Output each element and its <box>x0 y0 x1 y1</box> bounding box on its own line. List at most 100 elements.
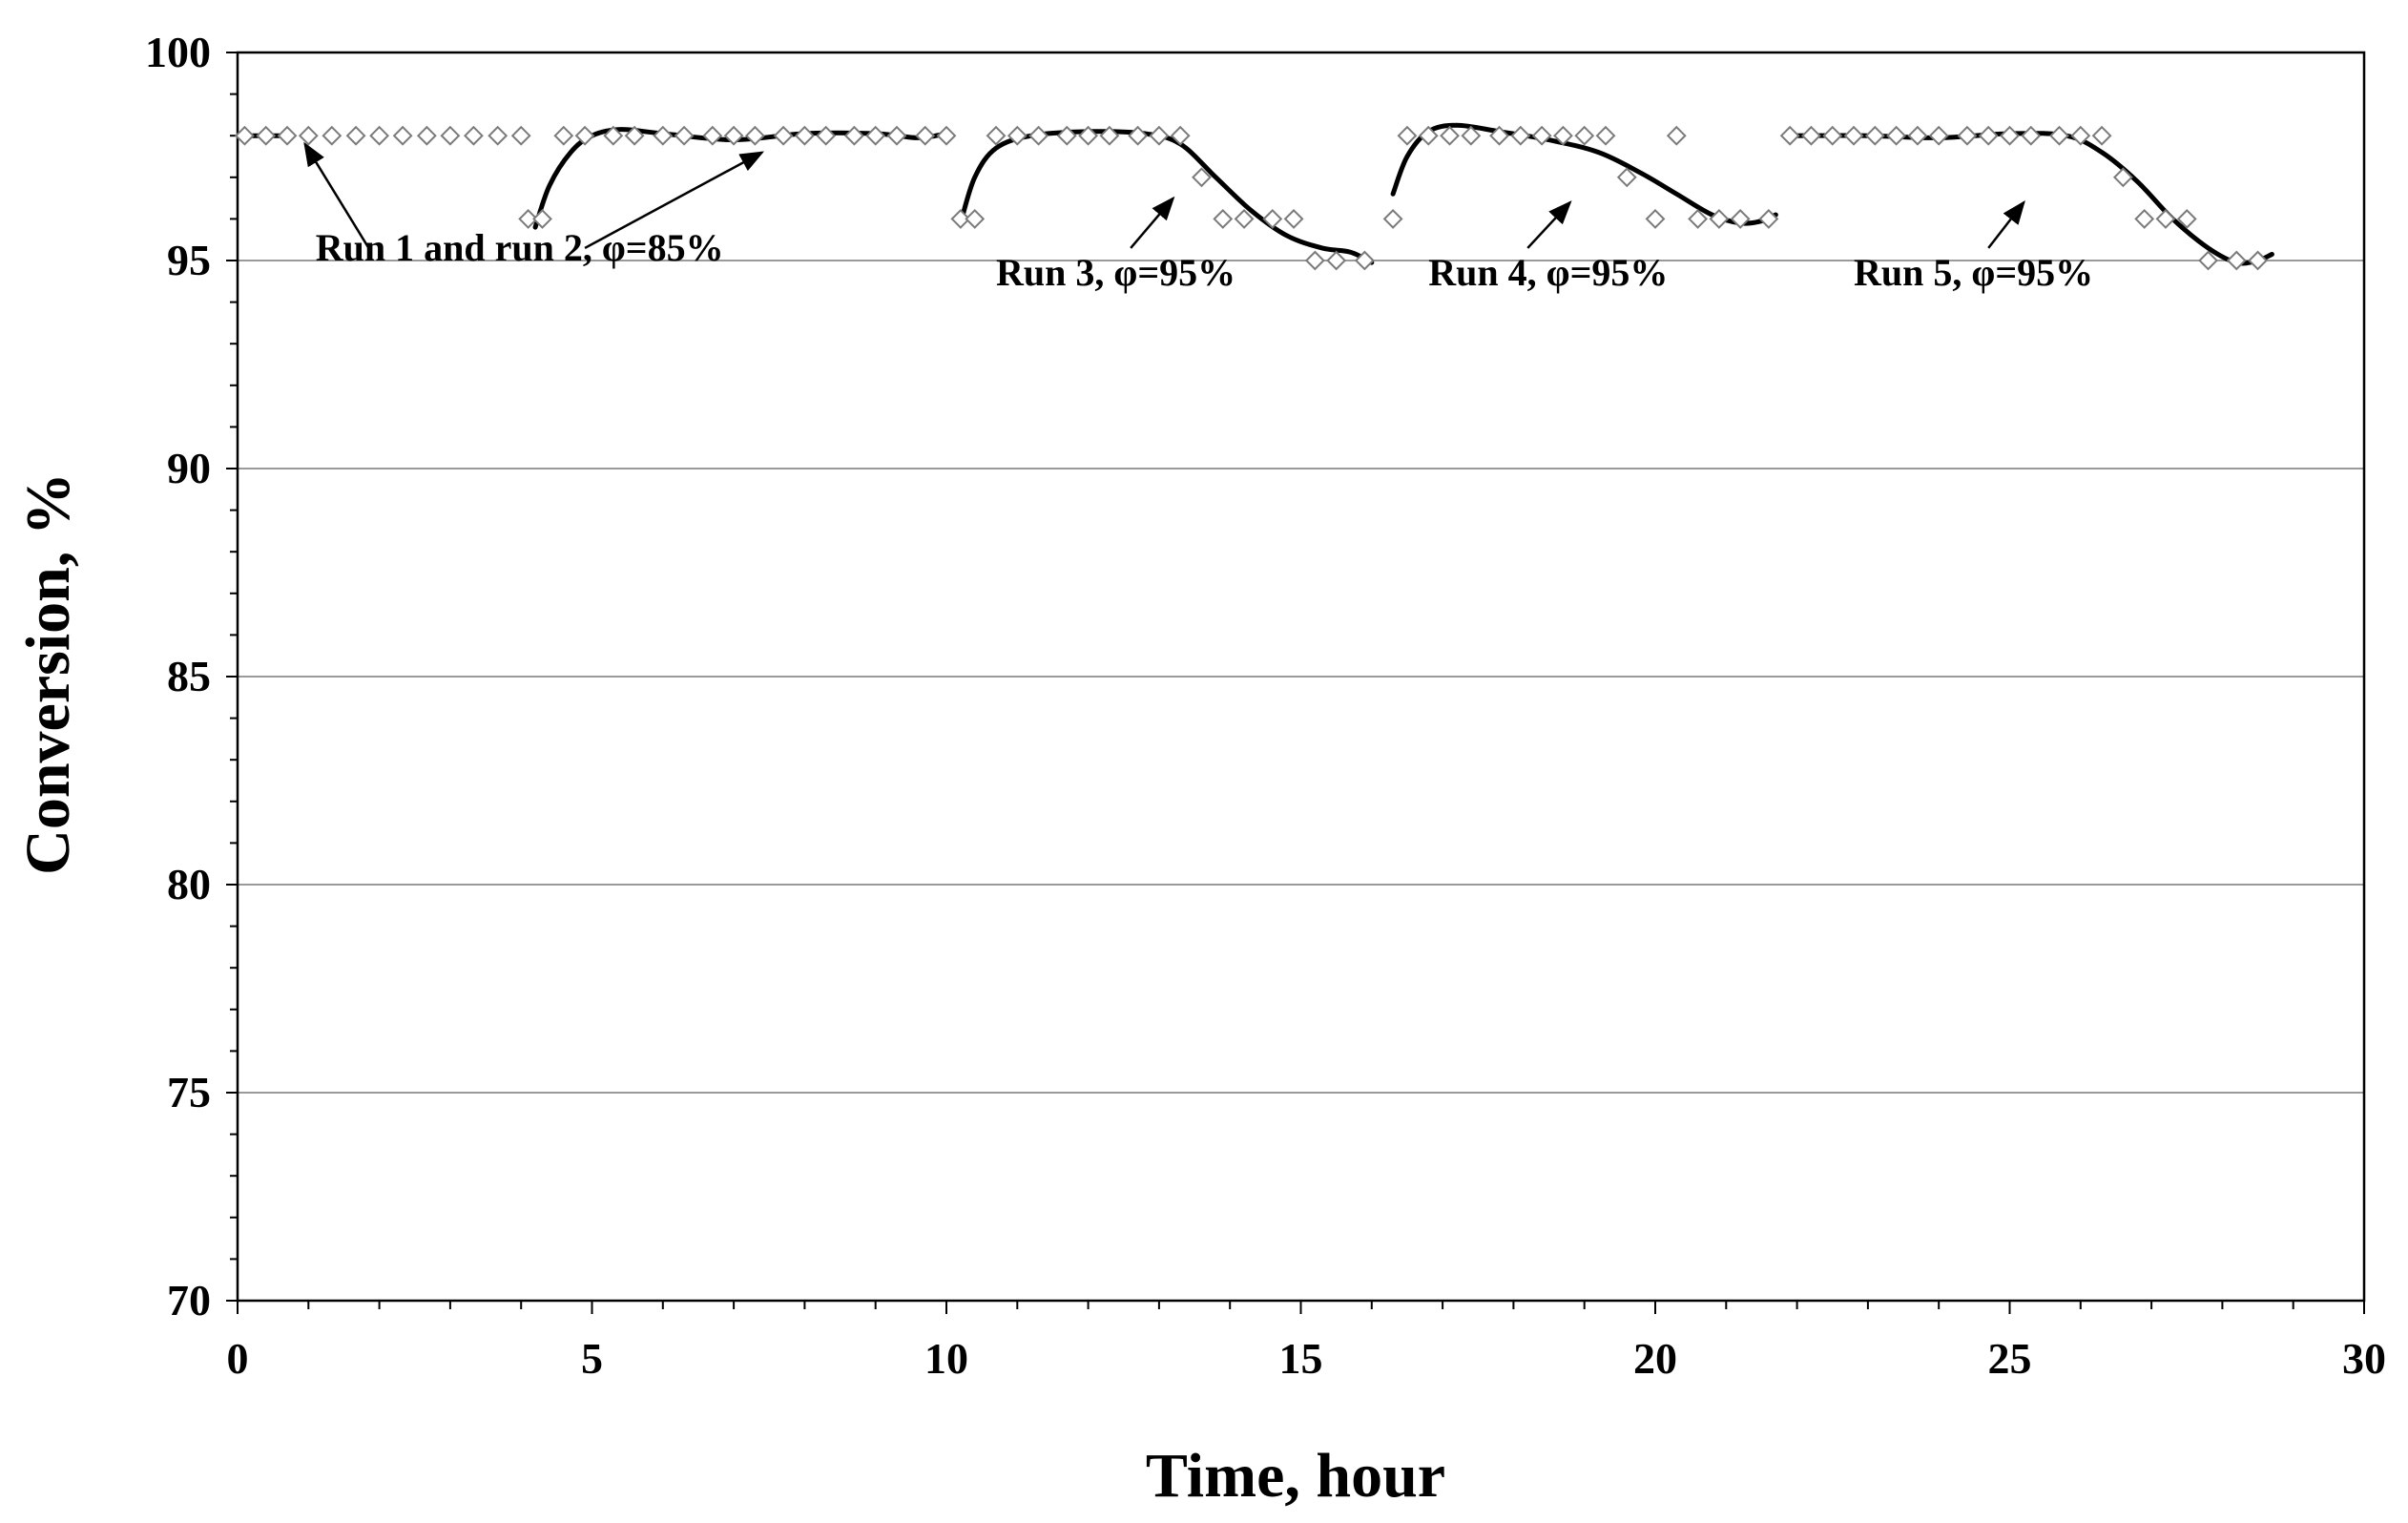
data-point-series-6 <box>2049 125 2069 146</box>
data-point-series-4 <box>1262 208 1283 229</box>
data-point-series-3 <box>532 208 552 229</box>
data-point-series-6 <box>2226 250 2247 271</box>
data-point-series-3 <box>702 125 723 146</box>
annotation-label-1: Run 1 and run 2, φ=85% <box>316 226 724 269</box>
data-point-series-4 <box>1234 208 1255 229</box>
data-point-series-4 <box>1149 125 1170 146</box>
annotation-arrow-1-2 <box>584 151 765 250</box>
data-point-series-3 <box>936 125 957 146</box>
data-point-series-4 <box>1192 167 1212 188</box>
data-point-series-3 <box>843 125 864 146</box>
data-point-series-2 <box>392 125 413 146</box>
data-point-series-6 <box>2155 208 2176 229</box>
x-tick-label: 10 <box>924 1334 968 1383</box>
data-point-series-6 <box>1928 125 1949 146</box>
data-point-series-5 <box>1688 208 1708 229</box>
data-point-series-2 <box>345 125 366 146</box>
trend-line-series-6 <box>1787 131 2274 266</box>
data-point-series-3 <box>603 125 624 146</box>
data-point-series-4 <box>1283 208 1304 229</box>
data-point-series-6 <box>2134 208 2155 229</box>
data-point-series-5 <box>1574 125 1595 146</box>
annotation-arrow-4-1 <box>1987 199 2025 249</box>
data-point-series-5 <box>1645 208 1666 229</box>
data-point-series-3 <box>653 125 674 146</box>
data-point-series-6 <box>1801 125 1821 146</box>
y-tick-label: 95 <box>167 236 211 284</box>
data-point-series-3 <box>744 125 765 146</box>
data-point-series-4 <box>1304 250 1325 271</box>
data-point-series-6 <box>2000 125 2020 146</box>
y-tick-label: 70 <box>167 1276 211 1325</box>
data-point-series-6 <box>1907 125 1928 146</box>
annotation-arrow-3-1 <box>1526 200 1572 249</box>
x-tick-label: 30 <box>2342 1334 2386 1383</box>
data-point-series-5 <box>1709 208 1730 229</box>
data-point-series-6 <box>2248 250 2268 271</box>
data-point-series-6 <box>1864 125 1885 146</box>
data-point-series-4 <box>1170 125 1191 146</box>
data-point-series-6 <box>1978 125 1999 146</box>
data-point-series-2 <box>322 125 343 146</box>
data-point-series-3 <box>915 125 936 146</box>
data-point-series-6 <box>1843 125 1864 146</box>
y-tick-label: 100 <box>145 28 211 76</box>
data-point-series-5 <box>1595 125 1616 146</box>
data-point-series-5 <box>1730 208 1751 229</box>
data-point-series-6 <box>2021 125 2042 146</box>
data-point-series-2 <box>510 125 531 146</box>
trend-line-series-4 <box>958 129 1375 265</box>
data-point-series-1 <box>256 125 277 146</box>
data-point-series-3 <box>794 125 815 146</box>
data-point-series-4 <box>965 208 986 229</box>
data-point-series-2 <box>464 125 484 146</box>
data-point-series-4 <box>986 125 1007 146</box>
data-point-series-3 <box>773 125 794 146</box>
data-point-series-3 <box>816 125 837 146</box>
data-point-series-5 <box>1531 125 1552 146</box>
data-point-series-4 <box>1326 250 1347 271</box>
data-point-series-3 <box>886 125 907 146</box>
x-axis-title: Time, hour <box>1146 1441 1445 1511</box>
data-point-series-5 <box>1397 125 1418 146</box>
data-point-series-1 <box>277 125 298 146</box>
y-tick-label: 85 <box>167 652 211 700</box>
data-point-series-6 <box>2112 167 2133 188</box>
annotations: Run 1 and run 2, φ=85% Run 3, φ=95% Run 4,… <box>303 141 2093 294</box>
data-point-series-3 <box>574 125 595 146</box>
data-point-series-5 <box>1382 208 1403 229</box>
data-point-series-2 <box>440 125 461 146</box>
data-point-series-4 <box>1028 125 1049 146</box>
data-point-series-5 <box>1758 208 1779 229</box>
gridlines <box>238 52 2364 1094</box>
data-point-series-5 <box>1461 125 1482 146</box>
data-point-series-3 <box>674 125 695 146</box>
data-point-series-6 <box>2198 250 2218 271</box>
data-point-series-4 <box>950 208 971 229</box>
annotation-arrow-2-1 <box>1130 196 1175 249</box>
y-tick-label: 80 <box>167 860 211 908</box>
data-point-series-3 <box>624 125 645 146</box>
data-point-series-2 <box>488 125 509 146</box>
x-tick-label: 15 <box>1279 1334 1323 1383</box>
data-point-series-3 <box>518 208 539 229</box>
annotation-arrow-1-1 <box>303 141 370 249</box>
data-point-series-4 <box>1354 250 1375 271</box>
data-point-series-6 <box>2070 125 2091 146</box>
y-tick-label: 90 <box>167 444 211 492</box>
data-point-series-4 <box>1099 125 1120 146</box>
data-point-series-2 <box>298 125 319 146</box>
x-tick-label: 20 <box>1633 1334 1677 1383</box>
data-point-series-3 <box>723 125 744 146</box>
data-point-series-4 <box>1213 208 1234 229</box>
data-point-series-5 <box>1552 125 1573 146</box>
data-points <box>235 125 2268 271</box>
data-point-series-5 <box>1440 125 1460 146</box>
data-point-series-2 <box>416 125 437 146</box>
data-point-series-5 <box>1489 125 1509 146</box>
data-point-series-6 <box>1779 125 1800 146</box>
y-tick-label: 75 <box>167 1068 211 1116</box>
trend-line-series-3 <box>532 127 949 230</box>
y-axis-title: Conversion, % <box>13 472 83 875</box>
